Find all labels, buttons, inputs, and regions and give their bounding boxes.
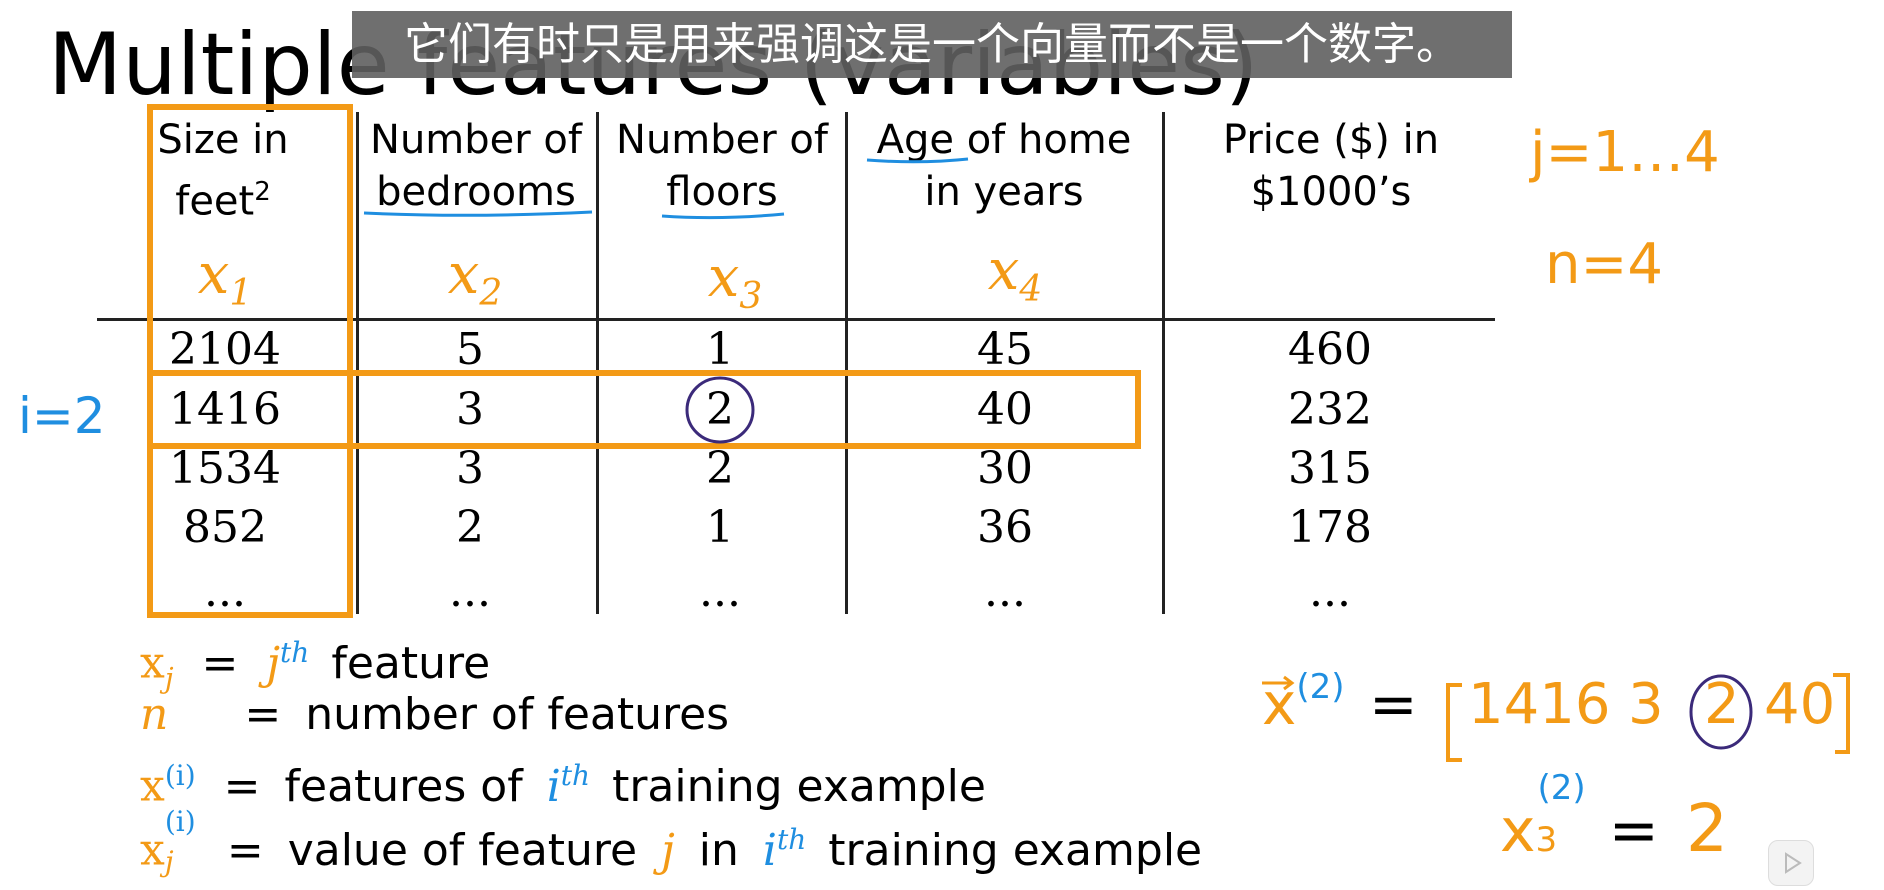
notation-line-1: xj = jth feature	[140, 636, 491, 695]
table-cell: 36	[977, 502, 1033, 553]
vector-expression: x(2) =	[1262, 666, 1418, 738]
table-cell: ...	[204, 566, 246, 617]
table-cell: 852	[183, 502, 267, 553]
circle-table-value	[685, 376, 755, 444]
vector-value: 40	[1764, 672, 1836, 737]
table-cell: 40	[977, 384, 1033, 435]
play-icon[interactable]	[1768, 840, 1814, 886]
underline-age	[866, 157, 969, 164]
table-cell: 5	[456, 324, 484, 375]
subtitle-caption: 它们有时只是用来强调这是一个向量而不是一个数字。	[352, 11, 1512, 78]
table-cell: ...	[984, 566, 1026, 617]
row-index-label: i=2	[18, 387, 106, 445]
vector-value: 1416	[1468, 672, 1611, 737]
table-cell: 2	[456, 502, 484, 553]
table-cell: 1	[706, 324, 734, 375]
table-cell: ...	[449, 566, 491, 617]
circle-vector-value	[1689, 674, 1753, 750]
header-bedrooms: Number of bedrooms	[370, 117, 582, 215]
table-cell: 3	[456, 443, 484, 494]
header-price: Price ($) in $1000’s	[1222, 117, 1440, 215]
table-column-divider	[596, 112, 599, 614]
notation-line-4: x (i) j = value of feature j in ith traini…	[140, 805, 1203, 878]
table-column-divider	[356, 112, 359, 614]
table-cell: 2104	[169, 324, 281, 375]
header-age: Age of home in years	[876, 117, 1132, 215]
table-cell: 1	[706, 502, 734, 553]
table-cell: 30	[977, 443, 1033, 494]
table-header-divider	[97, 318, 1495, 321]
notation-line-3: x(i) = features of ith training example	[140, 759, 986, 812]
table-cell: 2	[706, 443, 734, 494]
column-highlight-box	[147, 104, 353, 618]
table-cell: 232	[1288, 384, 1372, 435]
table-cell: 3	[456, 384, 484, 435]
scalar-expression: x (2) 3 = 2	[1500, 768, 1728, 867]
table-cell: ...	[699, 566, 741, 617]
table-cell: 178	[1288, 502, 1372, 553]
table-cell: 315	[1288, 443, 1372, 494]
table-cell: 45	[977, 324, 1033, 375]
underline-floors	[661, 212, 785, 220]
notation-line-2: n = number of features	[140, 689, 730, 740]
feature-symbol-x3: x3	[707, 245, 763, 318]
header-size: Size in feet2	[157, 117, 289, 225]
vector-arrow	[1262, 675, 1295, 691]
table-cell: ...	[1309, 566, 1351, 617]
vector-value: 3	[1628, 672, 1664, 737]
underline-bedrooms	[363, 210, 593, 217]
row-highlight-box	[147, 370, 1141, 449]
table-column-divider	[845, 112, 848, 614]
header-floors: Number of floors	[616, 117, 828, 215]
table-cell: 1534	[169, 443, 281, 494]
j-range-label: j=1…4	[1530, 120, 1720, 185]
table-cell: 1416	[169, 384, 281, 435]
vector-right-bracket	[1833, 673, 1850, 754]
feature-symbol-x2: x2	[447, 242, 503, 315]
table-column-divider	[1162, 112, 1165, 614]
n-value-label: n=4	[1545, 232, 1664, 297]
table-cell: 2	[706, 384, 734, 435]
feature-symbol-x1: x1	[197, 242, 253, 315]
vector-value: 2	[1704, 672, 1740, 737]
table-cell: 460	[1288, 324, 1372, 375]
feature-symbol-x4: x4	[987, 238, 1043, 311]
vector-left-bracket	[1446, 683, 1462, 762]
